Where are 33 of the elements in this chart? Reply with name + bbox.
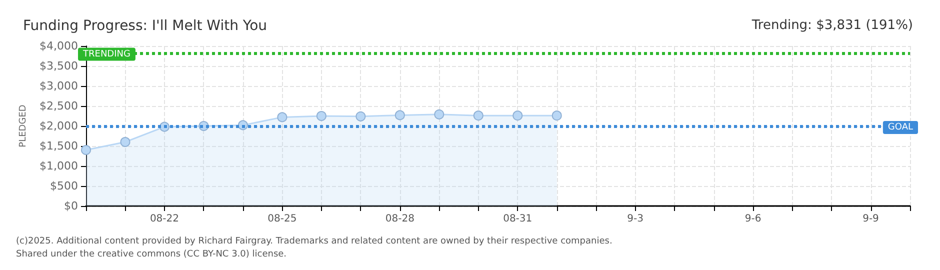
y-axis-title: PLEDGED [18, 104, 28, 148]
x-tick-label: 9-9 [862, 214, 879, 224]
chart-subtitle: Trending: $3,831 (191%) [750, 18, 913, 33]
point [434, 109, 444, 120]
x-tick-label: 9-3 [627, 214, 644, 224]
x-tick-label: 9-6 [744, 214, 762, 224]
point [81, 145, 91, 155]
ref-line-label: TRENDING [82, 49, 130, 60]
x-tick-label: 08-28 [385, 214, 414, 224]
point [120, 137, 130, 147]
x-tick-label: 08-22 [150, 214, 180, 224]
point [394, 110, 405, 120]
y-tick-label: $500 [50, 180, 78, 192]
x-tick-label: 08-31 [503, 214, 532, 224]
y-tick-label: $3,500 [40, 60, 78, 72]
text: Shared under the creative commons (CC BY-NC 3.0) license. [16, 250, 287, 260]
point [356, 111, 366, 122]
y-tick-label: $3,000 [40, 80, 78, 92]
y-tick-label: $4,000 [40, 40, 78, 52]
point [512, 110, 523, 121]
y-tick-label: $1,500 [40, 140, 78, 152]
point [552, 110, 562, 121]
y-tick-label: $2,500 [40, 100, 78, 112]
y-tick-label: $0 [64, 200, 78, 212]
y-tick-label: $1,000 [40, 160, 78, 172]
text: (c)2025. Additional content provided by Richard Fairgray. Trademarks and related content are owned by their respective companies. [16, 236, 612, 246]
point [277, 112, 288, 122]
point [316, 111, 326, 121]
chart-title: Funding Progress: I'll Melt With You [23, 18, 268, 34]
point [473, 110, 484, 121]
ref-line-label: GOAL [888, 122, 913, 132]
x-tick-label: 08-25 [268, 214, 297, 224]
y-tick-label: $2,000 [40, 120, 78, 132]
